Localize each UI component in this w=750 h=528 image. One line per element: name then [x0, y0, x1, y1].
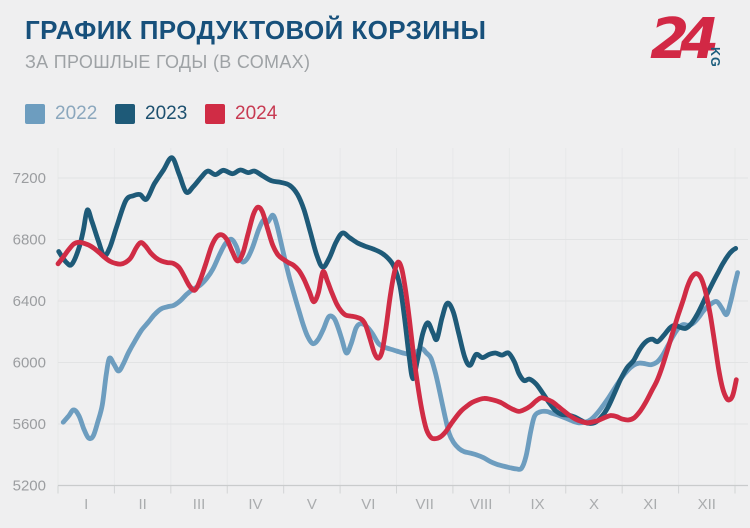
brand-logo-24kg: 24 KG [638, 12, 724, 76]
y-tick-label: 5200 [13, 478, 46, 495]
series-line-2022 [60, 212, 740, 472]
legend-item-2023: 2023 [115, 103, 205, 125]
y-tick-label: 5600 [13, 416, 46, 433]
legend-swatch-2024 [205, 104, 225, 124]
x-tick-label-I: I [84, 496, 88, 513]
y-tick-label: 6800 [13, 232, 46, 249]
logo-kg-suffix: KG [708, 47, 722, 68]
legend-swatch-2023 [115, 104, 135, 124]
x-tick-label-V: V [307, 496, 317, 513]
chart-header: ГРАФИК ПРОДУКТОВОЙ КОРЗИНЫ ЗА ПРОШЛЫЕ ГО… [25, 15, 487, 73]
legend-swatch-2022 [25, 104, 45, 124]
chart-legend: 2022 2023 2024 [25, 103, 295, 125]
x-tick-label-VIII: VIII [470, 496, 493, 513]
legend-label: 2022 [55, 103, 98, 124]
y-tick-label: 6400 [13, 293, 46, 310]
series-line-2023 [56, 155, 739, 426]
x-tick-label-IV: IV [248, 496, 262, 513]
logo-number: 24 [650, 7, 719, 72]
legend-item-2024: 2024 [205, 103, 295, 125]
x-tick-label-XII: XII [698, 496, 716, 513]
x-tick-label-XI: XI [643, 496, 657, 513]
series-line-2024 [55, 204, 739, 442]
x-tick-label-VII: VII [416, 496, 434, 513]
x-tick-label-IX: IX [530, 496, 544, 513]
page-subtitle: ЗА ПРОШЛЫЕ ГОДЫ (В СОМАХ) [25, 52, 311, 73]
y-tick-label: 6000 [13, 355, 46, 372]
legend-label: 2024 [235, 103, 278, 124]
legend-label: 2023 [145, 103, 188, 124]
x-tick-label-II: II [138, 496, 146, 513]
x-tick-label-III: III [193, 496, 206, 513]
x-tick-label-X: X [589, 496, 599, 513]
legend-item-2022: 2022 [25, 103, 115, 125]
page-title: ГРАФИК ПРОДУКТОВОЙ КОРЗИНЫ [25, 15, 487, 45]
x-tick-label-VI: VI [361, 496, 375, 513]
y-tick-label: 7200 [13, 170, 46, 187]
